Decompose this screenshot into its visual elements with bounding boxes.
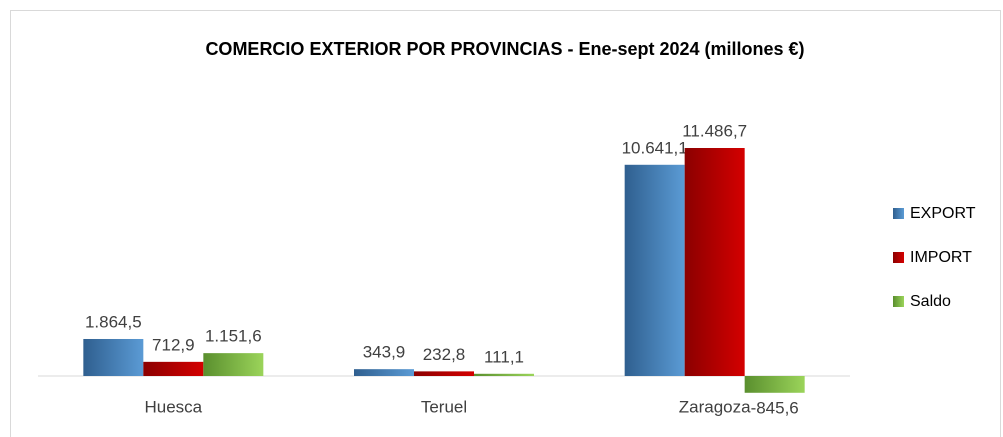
value-label: 232,8	[423, 345, 466, 364]
legend-swatch	[893, 252, 904, 263]
value-label: 1.151,6	[205, 327, 262, 346]
bar	[83, 338, 144, 376]
value-label: 11.486,7	[682, 121, 747, 140]
legend-label: EXPORT	[910, 205, 976, 222]
bar	[414, 371, 474, 376]
value-label: 111,1	[484, 347, 524, 366]
x-tick-label: Teruel	[421, 397, 467, 416]
legend-swatch	[893, 208, 904, 219]
bar	[474, 373, 534, 376]
legend-swatch	[893, 296, 904, 307]
legend-label: Saldo	[910, 293, 951, 310]
value-label: 10.641,1	[622, 138, 688, 157]
bar	[143, 361, 204, 376]
bar	[203, 353, 264, 376]
value-label: 712,9	[152, 335, 195, 354]
bar	[354, 369, 414, 376]
bar	[624, 164, 685, 376]
value-label: 343,9	[363, 343, 406, 362]
legend-label: IMPORT	[910, 249, 972, 266]
bar	[744, 376, 805, 393]
value-label: 1.864,5	[85, 312, 142, 331]
value-label: -845,6	[751, 398, 799, 417]
bar	[684, 148, 745, 376]
chart-title: COMERCIO EXTERIOR POR PROVINCIAS - Ene-s…	[205, 39, 804, 59]
x-tick-label: Huesca	[145, 397, 203, 416]
x-tick-label: Zaragoza	[679, 397, 751, 416]
